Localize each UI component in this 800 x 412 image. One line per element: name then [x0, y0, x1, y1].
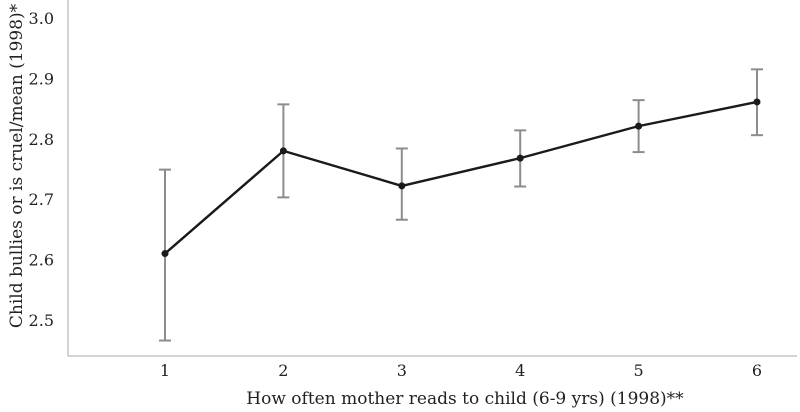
series-line-path: [164, 100, 758, 255]
plot-frame: [67, 0, 797, 357]
data-point: [635, 122, 643, 130]
data-point: [161, 250, 169, 258]
error-bars: [159, 68, 763, 342]
data-point: [753, 98, 761, 106]
y-tick-label: 2.5: [29, 311, 54, 330]
y-tick-label: 2.8: [29, 130, 54, 149]
y-tick-label: 2.9: [29, 69, 54, 88]
x-axis-title: How often mother reads to child (6-9 yrs…: [246, 389, 684, 409]
y-tick-label: 2.6: [29, 251, 54, 270]
x-tick-label: 3: [397, 361, 407, 380]
y-axis-title: Child bullies or is cruel/mean (1998)*: [7, 3, 27, 328]
x-tick-label: 1: [160, 361, 170, 380]
series-line: [161, 98, 761, 258]
x-axis-ticks: 1 2 3 4 5 6: [160, 361, 762, 380]
x-tick-label: 4: [515, 361, 525, 380]
data-point: [279, 147, 287, 155]
x-tick-label: 5: [634, 361, 644, 380]
y-tick-label: 2.7: [29, 190, 54, 209]
y-axis-ticks: 2.5 2.6 2.7 2.8 2.9 3.0: [29, 9, 54, 330]
data-point: [516, 154, 524, 162]
data-point: [398, 182, 406, 190]
x-tick-label: 6: [752, 361, 762, 380]
x-tick-label: 2: [278, 361, 288, 380]
y-tick-label: 3.0: [29, 9, 54, 28]
